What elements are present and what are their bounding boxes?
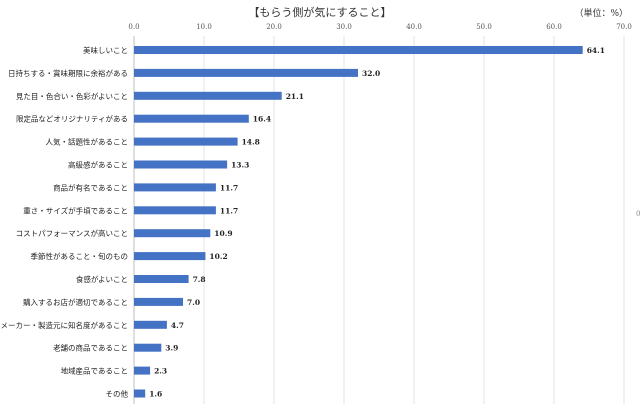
bar bbox=[134, 137, 238, 146]
category-label: 商品が有名であること bbox=[53, 182, 128, 192]
x-tick-label: 30.0 bbox=[336, 23, 352, 31]
category-label: その他 bbox=[106, 389, 129, 399]
data-label: 13.3 bbox=[231, 161, 249, 170]
data-label: 1.6 bbox=[149, 390, 162, 399]
category-label: 人気・話題性があること bbox=[46, 137, 129, 147]
category-label: 季節性があること・旬のもの bbox=[31, 251, 129, 261]
data-label: 14.8 bbox=[242, 138, 260, 147]
category-label: 食感がよいこと bbox=[76, 274, 128, 284]
unit-label: （単位：%） bbox=[574, 9, 628, 19]
category-label: 限定品などオリジナリティがある bbox=[16, 114, 128, 124]
stray-mark: 0 bbox=[636, 210, 640, 218]
bar bbox=[134, 160, 228, 169]
data-label: 7.0 bbox=[187, 298, 200, 307]
data-label: 64.1 bbox=[587, 46, 605, 55]
category-label: 重さ・サイズが手頃であること bbox=[23, 205, 128, 215]
category-label: 日持ちする・賞味期限に余裕がある bbox=[8, 68, 128, 78]
x-tick-label: 70.0 bbox=[616, 23, 632, 31]
data-label: 7.8 bbox=[193, 275, 206, 284]
x-tick-label: 0.0 bbox=[128, 23, 139, 31]
chart-title: 【もらう側が気にすること】 bbox=[248, 6, 392, 19]
bar bbox=[134, 297, 183, 306]
data-label: 32.0 bbox=[362, 69, 380, 78]
category-label: 美味しいこと bbox=[83, 45, 128, 55]
category-label: 高級感があること bbox=[68, 160, 128, 170]
bar bbox=[134, 275, 189, 283]
category-label: 見た目・色合い・色彩がよいこと bbox=[16, 91, 128, 101]
data-label: 3.9 bbox=[165, 344, 178, 353]
data-label: 10.9 bbox=[214, 229, 232, 238]
bar bbox=[134, 206, 216, 215]
bar bbox=[134, 68, 358, 77]
category-label: 購入するお店が適切であること bbox=[23, 297, 128, 307]
bar bbox=[134, 114, 249, 123]
data-label: 4.7 bbox=[171, 321, 184, 330]
bar bbox=[134, 389, 146, 398]
data-label: 16.4 bbox=[253, 115, 271, 124]
data-label: 2.3 bbox=[154, 367, 167, 376]
bar bbox=[134, 46, 583, 54]
category-label: コストパフォーマンスが高いこと bbox=[16, 228, 128, 238]
x-tick-label: 50.0 bbox=[476, 23, 492, 31]
category-label: 老舗の商品であること bbox=[53, 343, 128, 353]
x-tick-label: 20.0 bbox=[266, 23, 282, 31]
bar bbox=[134, 183, 216, 192]
data-label: 10.2 bbox=[209, 252, 227, 261]
x-tick-label: 40.0 bbox=[406, 23, 422, 31]
bar bbox=[134, 229, 211, 238]
data-label: 21.1 bbox=[286, 92, 304, 101]
bar bbox=[134, 366, 151, 375]
category-label: 地域産品であること bbox=[61, 366, 128, 376]
data-label: 11.7 bbox=[220, 206, 238, 215]
category-label: メーカー・製造元に知名度があること bbox=[1, 320, 129, 330]
bar bbox=[134, 343, 162, 352]
bar bbox=[134, 252, 206, 261]
x-tick-label: 10.0 bbox=[196, 23, 212, 31]
bar bbox=[134, 91, 282, 100]
data-label: 11.7 bbox=[220, 183, 238, 192]
bar bbox=[134, 320, 167, 329]
x-tick-label: 60.0 bbox=[546, 23, 562, 31]
